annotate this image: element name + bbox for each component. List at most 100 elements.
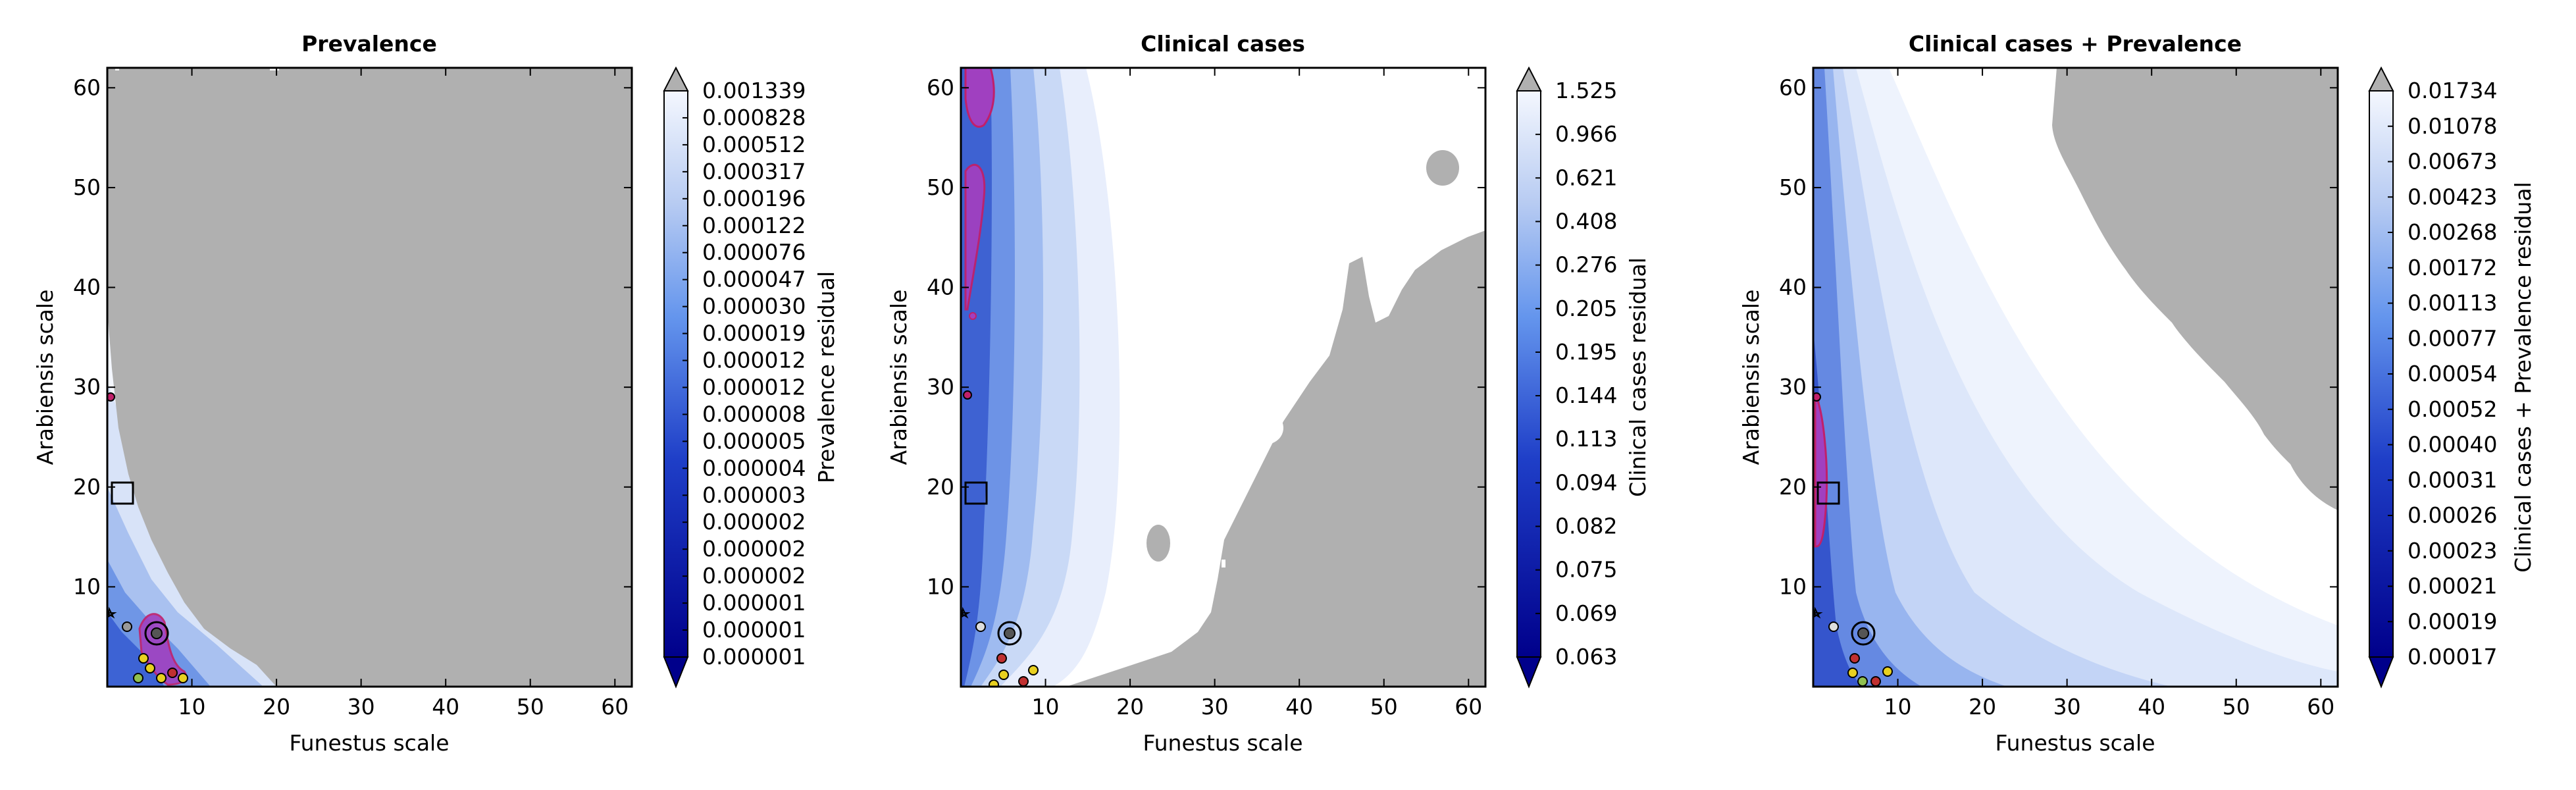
x-tick-label: 10: [1032, 694, 1060, 720]
x-tick-label: 40: [432, 694, 459, 720]
x-tick-label: 40: [2138, 694, 2165, 720]
y-tick-label: 20: [73, 474, 101, 500]
panel-clinical-cases: 10 20 30 40 50 60 10 20 30 40 50 60 Clinical cases …: [886, 31, 1651, 756]
x-tick-label: 60: [601, 694, 629, 720]
colorbar-tick-label: 0.000001: [702, 590, 806, 616]
y-axis-label: Arabiensis scale: [886, 290, 912, 465]
colorbar-tick-label: 0.000076: [702, 240, 806, 265]
y-tick-label: 10: [73, 573, 101, 599]
y-tick-label: 30: [1779, 374, 1807, 400]
colorbar-tick-label: 0.113: [1555, 426, 1617, 452]
x-tick-label: 50: [2223, 694, 2250, 720]
x-tick-label: 40: [1285, 694, 1313, 720]
x-axis-label: Funestus scale: [289, 730, 449, 756]
colorbar-label: Prevalence residual: [813, 271, 839, 483]
colorbar: 1.525 0.966 0.621 0.408 0.276 0.205 0.195 0.144…: [1516, 66, 1651, 689]
x-tick-label: 20: [1116, 694, 1144, 720]
colorbar-tick-label: 0.00026: [2408, 502, 2497, 528]
colorbar-tick-label: 0.000196: [702, 186, 806, 211]
colorbar-label: Clinical cases residual: [1625, 257, 1651, 497]
colorbar-tick-label: 1.525: [1555, 78, 1617, 103]
colorbar-tick-label: 0.063: [1555, 644, 1617, 670]
y-tick-label: 10: [927, 573, 954, 599]
colorbar-tick-label: 0.00052: [2408, 396, 2497, 422]
chart-title: Clinical cases + Prevalence: [1909, 31, 2242, 57]
colorbar-tick-label: 0.000008: [702, 401, 806, 427]
y-tick-label: 50: [1779, 174, 1807, 200]
colorbar-tick-label: 0.966: [1555, 121, 1617, 147]
colorbar-tick-label: 0.001339: [702, 78, 806, 103]
highlight-box: [964, 481, 988, 505]
colorbar-tick-label: 0.000122: [702, 213, 806, 238]
x-tick-label: 30: [348, 694, 375, 720]
y-tick-label: 40: [1779, 275, 1807, 300]
colorbar-tick-label: 0.276: [1555, 252, 1617, 278]
y-tick-label: 10: [1779, 573, 1807, 599]
colorbar-tick-label: 0.000019: [702, 321, 806, 346]
colorbar-tick-label: 0.000828: [702, 105, 806, 130]
colorbar-tick-label: 0.000005: [702, 428, 806, 454]
x-tick-label: 30: [1201, 694, 1229, 720]
colorbar-tick-label: 0.408: [1555, 208, 1617, 234]
heatmap-clinical: [961, 68, 1485, 687]
colorbar-tick-label: 0.00023: [2408, 538, 2497, 564]
highlight-box: [111, 481, 134, 505]
colorbar-tick-label: 0.195: [1555, 339, 1617, 365]
colorbar-tick-label: 0.00077: [2408, 325, 2497, 351]
colorbar-tick-label: 0.000012: [702, 348, 806, 373]
axes-frame: [960, 66, 1487, 688]
highlight-box: [1816, 481, 1840, 505]
axis-ticks: 10 20 30 40 50 60 10 20 30 40 50 60: [73, 68, 632, 720]
y-axis-label: Arabiensis scale: [1738, 290, 1764, 465]
colorbar-tick-label: 0.00172: [2408, 255, 2497, 280]
y-tick-label: 50: [73, 174, 101, 200]
axes-frame: [106, 66, 633, 688]
y-tick-label: 50: [927, 174, 954, 200]
y-axis-label: Arabiensis scale: [32, 290, 58, 465]
y-tick-label: 40: [73, 275, 101, 300]
colorbar-tick-label: 0.000512: [702, 132, 806, 157]
colorbar-tick-label: 0.000002: [702, 509, 806, 535]
colorbar-tick-label: 0.000047: [702, 267, 806, 292]
colorbar-label: Clinical cases + Prevalence residual: [2510, 182, 2536, 572]
panel-prevalence: 10 20 30 40 50 60 10 20 30 40 50 60 Prevalence Fune…: [32, 31, 839, 756]
y-tick-label: 20: [927, 474, 954, 500]
y-tick-label: 40: [927, 275, 954, 300]
colorbar-tick-label: 0.000030: [702, 294, 806, 319]
x-tick-label: 60: [2307, 694, 2334, 720]
axis-ticks: 10 20 30 40 50 60 10 20 30 40 50 60: [927, 68, 1485, 720]
colorbar-tick-label: 0.205: [1555, 296, 1617, 321]
colorbar-tick-label: 0.000001: [702, 617, 806, 643]
colorbar-tick-label: 0.000003: [702, 482, 806, 508]
y-tick-label: 30: [73, 374, 101, 400]
colorbar: 0.01734 0.01078 0.00673 0.00423 0.00268 0.001…: [2368, 66, 2536, 689]
y-tick-label: 60: [927, 74, 954, 100]
x-tick-label: 10: [1884, 694, 1912, 720]
colorbar-tick-label: 0.094: [1555, 469, 1617, 495]
axis-ticks: 10 20 30 40 50 60 10 20 30 40 50 60: [1779, 68, 2338, 720]
colorbar-tick-label: 0.00423: [2408, 184, 2497, 209]
colorbar-tick-label: 0.000002: [702, 563, 806, 589]
colorbar-tick-label: 0.144: [1555, 382, 1617, 408]
x-tick-label: 20: [1969, 694, 1996, 720]
colorbar-tick-label: 0.00113: [2408, 290, 2497, 316]
y-tick-label: 30: [927, 374, 954, 400]
colorbar-tick-label: 0.00019: [2408, 608, 2497, 634]
x-tick-label: 60: [1455, 694, 1482, 720]
x-tick-label: 10: [178, 694, 206, 720]
x-tick-label: 20: [263, 694, 290, 720]
colorbar-tick-label: 0.069: [1555, 600, 1617, 626]
colorbar-tick-label: 0.000004: [702, 455, 806, 481]
y-tick-label: 60: [73, 74, 101, 100]
panel-clinical-plus-prevalence: 10 20 30 40 50 60 10 20 30 40 50 60 Clinical cases …: [1738, 31, 2536, 756]
x-tick-label: 50: [517, 694, 544, 720]
heatmap-prevalence: [107, 68, 632, 687]
colorbar-tick-label: 0.000012: [702, 374, 806, 400]
colorbar-tick-label: 0.00268: [2408, 219, 2497, 245]
x-axis-label: Funestus scale: [1995, 730, 2155, 756]
colorbar-tick-label: 0.000001: [702, 644, 806, 670]
x-tick-label: 50: [1370, 694, 1398, 720]
colorbar-tick-label: 0.075: [1555, 557, 1617, 583]
colorbar-tick-label: 0.00021: [2408, 573, 2497, 599]
